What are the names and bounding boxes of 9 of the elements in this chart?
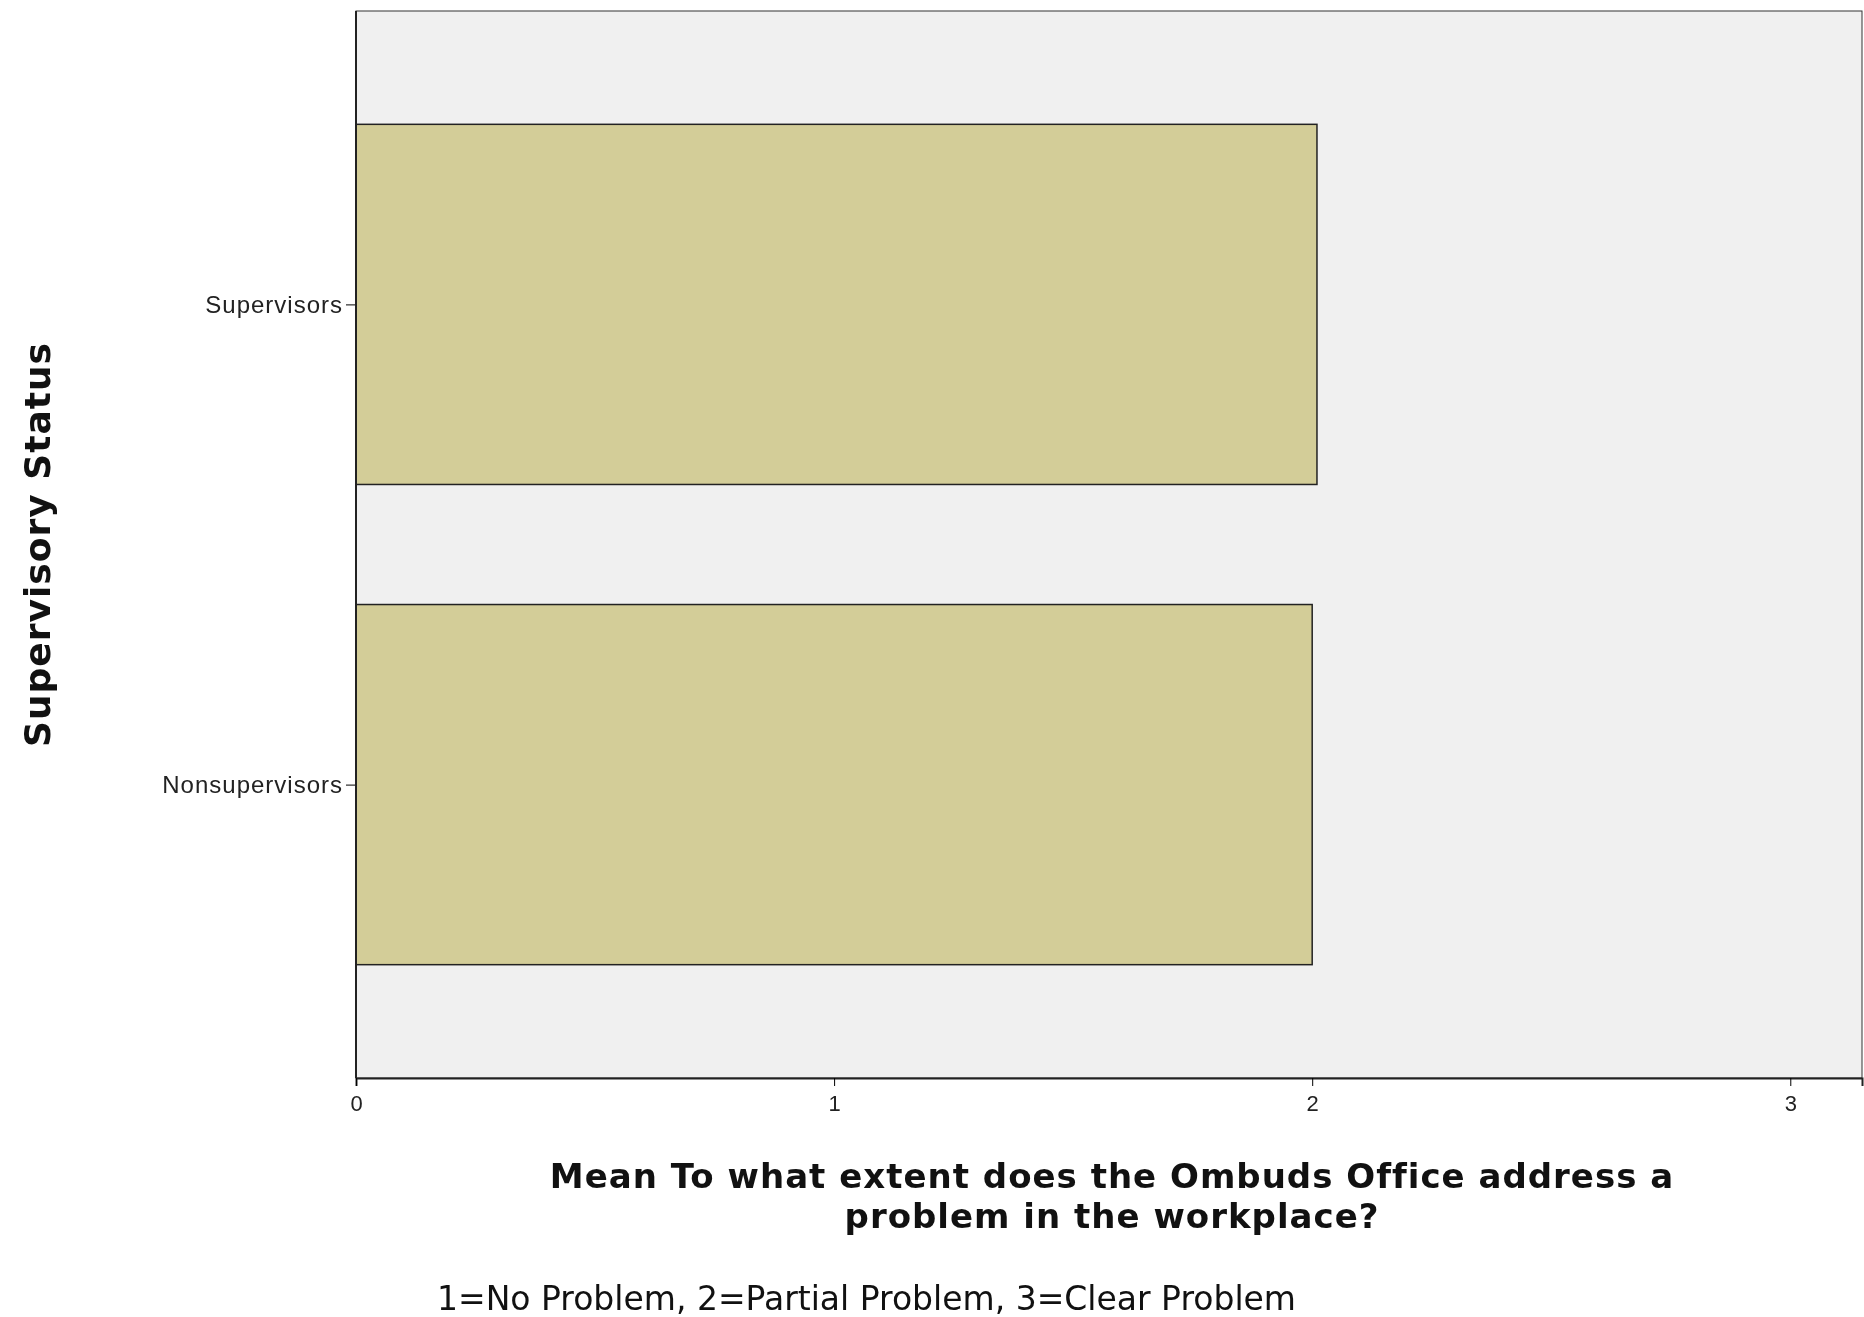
x-tick-label: 3 xyxy=(1784,1091,1797,1116)
y-tick-label: Nonsupervisors xyxy=(162,770,343,798)
x-tick-label: 1 xyxy=(828,1091,841,1116)
y-axis-title: Supervisory Status xyxy=(17,342,58,747)
x-tick-label: 2 xyxy=(1306,1091,1319,1116)
x-tick-label: 0 xyxy=(350,1091,363,1116)
y-tick-label: Supervisors xyxy=(205,290,343,318)
x-axis-title: Mean To what extent does the Ombuds Office address a problem in the workplace? xyxy=(549,1156,1675,1236)
text: 1=No Problem, 2=Partial Problem, 3=Clear Problem xyxy=(437,1279,1296,1317)
